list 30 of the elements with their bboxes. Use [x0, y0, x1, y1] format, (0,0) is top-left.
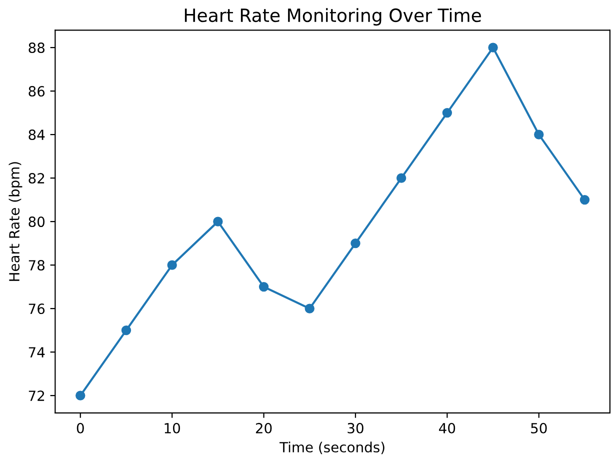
point [442, 108, 452, 118]
y-tick-label: 82 [28, 173, 44, 184]
x-tick-label: 10 [164, 422, 180, 434]
x-tick-label: 30 [348, 422, 364, 434]
point [304, 304, 314, 314]
point [488, 42, 498, 52]
point [121, 325, 132, 336]
y-tick-label: 78 [28, 260, 44, 271]
x-tick-label: 0 [76, 422, 84, 434]
y-tick-label: 86 [28, 86, 45, 97]
point [350, 238, 360, 248]
point [76, 390, 86, 400]
y-tick-label: 84 [28, 130, 45, 140]
x-axis-title: Time (seconds) [280, 442, 384, 454]
point [396, 173, 406, 183]
y-axis-title: Heart Rate (bpm) [8, 162, 22, 281]
y-tick-label: 76 [28, 304, 45, 314]
point [258, 282, 269, 292]
point [534, 130, 544, 140]
y-tick-label: 72 [28, 390, 44, 401]
point [213, 216, 223, 226]
chart-title: Heart Rate Monitoring Over Time [184, 8, 481, 26]
x-tick-label: 40 [439, 422, 456, 434]
x-tick-label: 50 [531, 422, 547, 434]
y-tick-label: 74 [28, 347, 45, 358]
y-tick-label: 80 [28, 216, 45, 228]
point [580, 194, 590, 205]
y-tick-label: 88 [28, 42, 44, 54]
point [167, 260, 177, 270]
x-tick-label: 20 [256, 422, 272, 434]
